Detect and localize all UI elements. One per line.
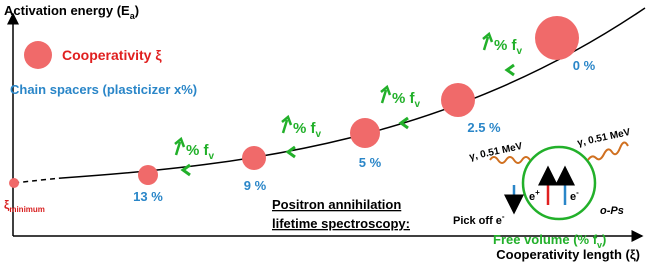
cooperativity-point	[350, 118, 380, 148]
cooperativity-point	[138, 165, 158, 185]
cooperativity-point	[242, 146, 266, 170]
legend-cooperativity: Cooperativity ξ	[62, 47, 162, 63]
x-label: Cooperativity length (ξ)	[496, 247, 640, 262]
point-label: 5 %	[359, 155, 382, 170]
free-volume-mark: % fv	[392, 90, 421, 110]
e-minus: e-	[570, 188, 579, 203]
cooperativity-point	[441, 83, 475, 117]
free-volume-text: % f	[293, 120, 317, 137]
ops-label: o-Ps	[600, 205, 624, 217]
xi-min-point	[9, 178, 19, 188]
free-volume-sub: v	[517, 46, 523, 57]
free-volume-mark: % fv	[293, 120, 322, 140]
free-volume-sub: v	[415, 99, 421, 110]
legend-spacers: Chain spacers (plasticizer x%)	[10, 82, 197, 97]
y-label: Activation energy (Ea)	[4, 3, 139, 21]
cooperativity-point	[535, 16, 579, 60]
pick-off: Pick off e-	[453, 212, 505, 227]
free-volume-text: % f	[392, 90, 416, 107]
chevron	[288, 147, 295, 157]
point-label: 9 %	[244, 178, 267, 193]
xi-min-label: ξminimum	[4, 198, 45, 214]
point-label: 13 %	[133, 189, 163, 204]
free-volume-text: % f	[494, 37, 518, 54]
gamma-wave	[490, 157, 530, 163]
free-volume-mark: % fv	[186, 142, 215, 162]
free-volume-text: % f	[186, 142, 210, 159]
chevron	[507, 65, 514, 75]
free-volume-sub: v	[209, 151, 215, 162]
gamma-right: γ, 0.51 MeV	[576, 127, 631, 149]
pals-title: Positron annihilation	[272, 197, 401, 212]
free-volume-mark: % fv	[494, 37, 523, 57]
gamma-left: γ, 0.51 MeV	[468, 141, 523, 163]
point-label: 0 %	[573, 58, 596, 73]
curve-dashed	[14, 178, 62, 183]
diagram: Activation energy (Ea) Cooperativity len…	[0, 0, 649, 267]
e-plus: e+	[529, 188, 540, 203]
point-label: 2.5 %	[467, 120, 501, 135]
legend-circle	[24, 41, 52, 69]
pals-title: lifetime spectroscopy:	[272, 216, 410, 231]
ops-circle	[523, 147, 595, 219]
free-volume-sub: v	[316, 129, 322, 140]
